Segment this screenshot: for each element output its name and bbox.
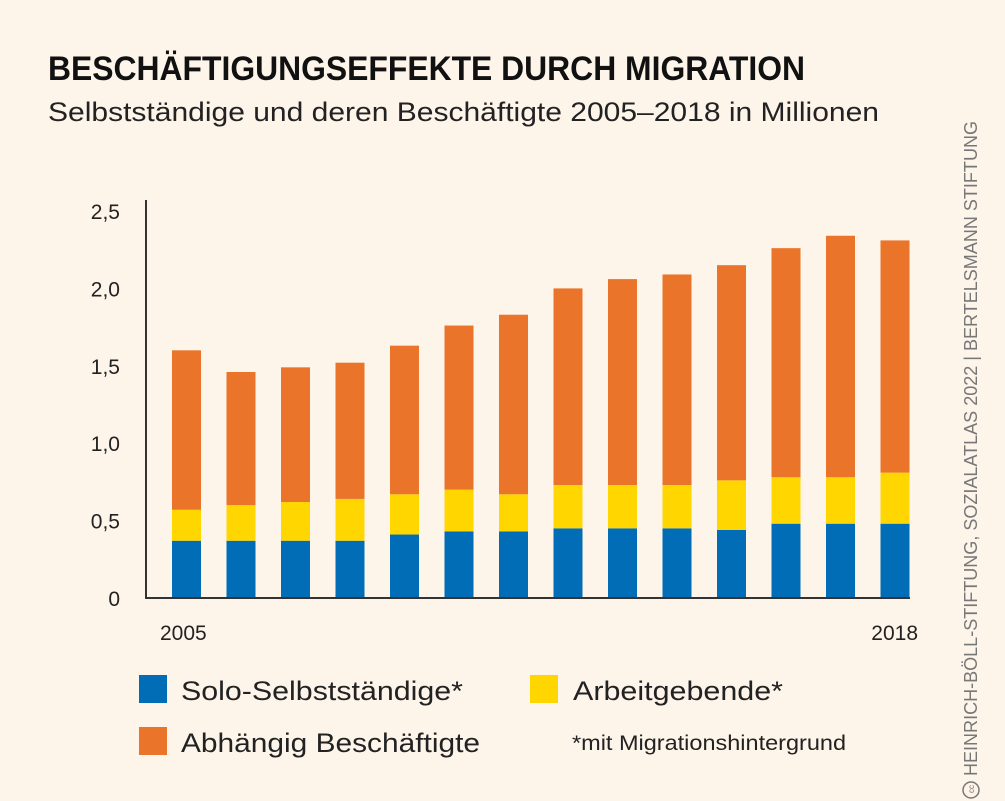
- bar-2010-series-1: [444, 489, 474, 532]
- bar-2014-series-0: [662, 528, 692, 598]
- y-tick-label: 0: [108, 588, 120, 611]
- bar-2012-series-0: [553, 528, 583, 598]
- y-tick-label: 1,0: [91, 433, 120, 456]
- bar-2013-series-0: [608, 528, 637, 598]
- bar-2011-series-1: [499, 494, 528, 532]
- cc-license-icon-glyph: cc: [967, 785, 976, 793]
- bars: [172, 235, 910, 598]
- credit: cc HEINRICH-BÖLL-STIFTUNG, SOZIALATLAS 2…: [961, 121, 981, 799]
- y-tick-label: 2,5: [91, 201, 120, 224]
- bar-2016-series-2: [771, 248, 801, 478]
- bar-2010-series-0: [444, 531, 474, 598]
- legend-swatch-arbeitgebende: [530, 675, 558, 703]
- x-tick-label-2018: 2018: [871, 622, 918, 645]
- legend-label-abhaengig: Abhängig Beschäftigte: [181, 728, 480, 758]
- bar-2012-series-1: [553, 484, 583, 529]
- bar-2017-series-2: [826, 235, 855, 478]
- bar-2008-series-0: [335, 540, 365, 598]
- bar-2018-series-0: [880, 523, 910, 598]
- bar-2013-series-1: [608, 484, 637, 529]
- credit-text: HEINRICH-BÖLL-STIFTUNG, SOZIALATLAS 2022…: [961, 121, 981, 776]
- legend-swatch-abhaengig: [139, 727, 167, 755]
- x-tick-label-2005: 2005: [160, 622, 207, 645]
- bar-2016-series-0: [771, 523, 801, 598]
- bar-2010-series-2: [444, 325, 474, 490]
- bar-2016-series-1: [771, 477, 801, 524]
- bar-2006-series-2: [226, 371, 256, 506]
- bar-2015-series-2: [717, 265, 746, 481]
- y-tick-label: 2,0: [91, 278, 120, 301]
- cc-license-icon: [962, 781, 980, 799]
- bar-2018-series-1: [880, 472, 910, 524]
- chart-subtitle: Selbstständige und deren Beschäftigte 20…: [48, 97, 879, 127]
- bar-2014-series-1: [662, 484, 692, 529]
- bar-2005-series-1: [172, 509, 201, 541]
- legend-swatch-solo: [139, 675, 167, 703]
- bar-2011-series-0: [499, 531, 528, 598]
- y-axis-ticks: 0 0,5 1,0 1,5 2,0 2,5: [91, 201, 120, 611]
- bar-2009-series-2: [390, 345, 419, 495]
- bar-2007-series-1: [281, 502, 310, 541]
- y-tick-label: 0,5: [91, 511, 120, 534]
- bar-2014-series-2: [662, 274, 692, 485]
- y-tick-label: 1,5: [91, 356, 120, 379]
- bar-2007-series-2: [281, 367, 310, 503]
- bar-2007-series-0: [281, 540, 310, 598]
- bar-2017-series-0: [826, 523, 855, 598]
- bar-2011-series-2: [499, 314, 528, 495]
- footnote: *mit Migrationshintergrund: [572, 732, 846, 755]
- bar-2008-series-2: [335, 362, 365, 499]
- bar-2013-series-2: [608, 279, 637, 485]
- bar-2012-series-2: [553, 288, 583, 485]
- bar-2006-series-0: [226, 540, 256, 598]
- bar-2018-series-2: [880, 240, 910, 473]
- legend-label-arbeitgebende: Arbeitgebende*: [573, 676, 784, 706]
- bar-2005-series-2: [172, 350, 201, 510]
- legend-label-solo: Solo-Selbstständige*: [181, 676, 464, 706]
- bar-2008-series-1: [335, 498, 365, 541]
- chart-title: BESCHÄFTIGUNGSEFFEKTE DURCH MIGRATION: [48, 50, 805, 88]
- bar-2015-series-1: [717, 480, 746, 530]
- bar-2005-series-0: [172, 540, 201, 598]
- bar-2017-series-1: [826, 477, 855, 524]
- bar-2009-series-0: [390, 534, 419, 598]
- bar-2015-series-0: [717, 529, 746, 598]
- bar-2006-series-1: [226, 505, 256, 541]
- bar-2009-series-1: [390, 494, 419, 535]
